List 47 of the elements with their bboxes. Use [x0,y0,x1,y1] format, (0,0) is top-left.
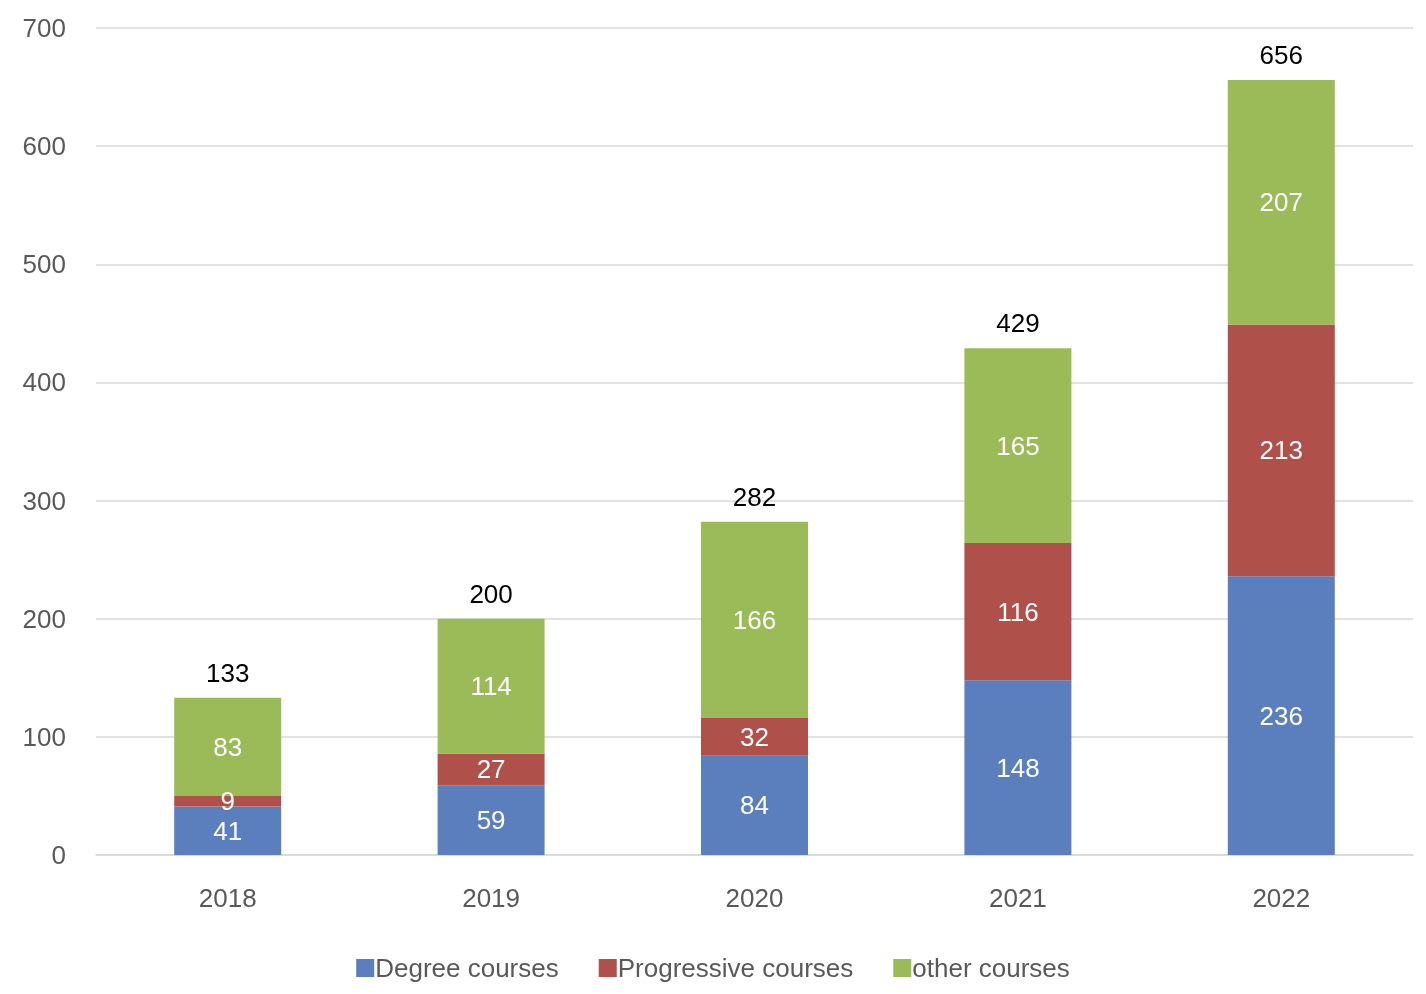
total-label: 429 [996,308,1040,339]
data-label: 116 [997,596,1039,627]
bar [437,785,545,855]
data-label: 41 [213,815,243,846]
bar [701,717,808,756]
bar [1227,324,1335,577]
x-tick-label: 2020 [725,883,784,913]
data-label: 236 [1259,700,1303,731]
y-tick-label: 600 [22,131,66,162]
data-label: 213 [1259,435,1303,466]
total-label: 656 [1259,39,1303,70]
bar [1227,576,1335,855]
y-tick-label: 100 [22,721,66,752]
total-label: 282 [732,481,777,512]
data-label: 148 [996,752,1040,783]
legend-label: Progressive courses [617,953,854,983]
bar [437,618,545,754]
data-label: 114 [470,671,512,702]
y-tick-label: 700 [22,13,66,43]
y-tick-label: 200 [22,603,66,634]
x-tick-label: 2019 [462,883,521,913]
data-label: 27 [476,754,506,785]
legend-label: other courses [912,953,1070,983]
data-label: 165 [996,430,1040,461]
bar [964,348,1072,544]
total-label: 200 [469,578,513,609]
bar [437,753,545,786]
bar [1227,79,1335,325]
y-tick-label: 0 [51,840,66,870]
bar [964,543,1072,681]
total-label: 133 [206,657,250,688]
data-label: 32 [740,721,769,752]
data-label: 166 [732,604,777,635]
data-label: 84 [740,790,769,821]
y-tick-label: 500 [22,249,66,280]
bar [701,755,808,855]
x-tick-label: 2022 [1252,883,1311,913]
y-tick-label: 300 [22,485,66,516]
x-tick-label: 2021 [988,883,1047,913]
data-label: 207 [1259,187,1303,218]
x-tick-label: 2018 [198,883,257,913]
y-tick-label: 400 [22,367,66,398]
data-label: 59 [476,805,506,836]
bar [964,680,1072,855]
bar [701,521,808,718]
data-label: 83 [213,731,243,762]
legend-label: Degree courses [375,953,559,983]
